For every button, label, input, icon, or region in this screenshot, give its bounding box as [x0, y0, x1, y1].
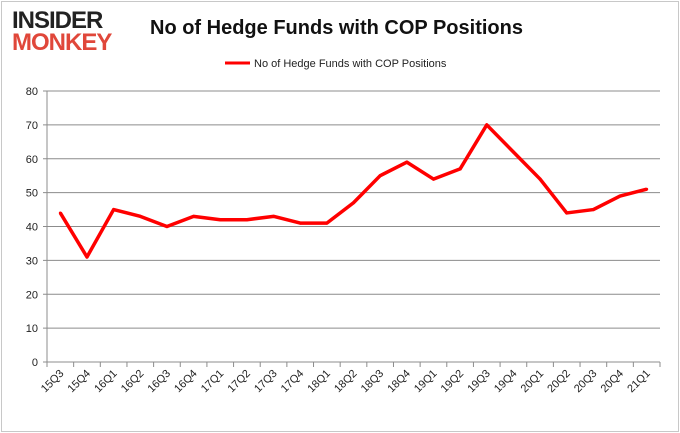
x-tick-label: 20Q2: [545, 368, 573, 396]
data-point: [85, 255, 89, 259]
y-tick-label: 30: [26, 255, 38, 267]
y-tick-label: 60: [26, 154, 38, 166]
data-point: [325, 221, 329, 225]
data-point: [165, 225, 169, 228]
x-tick-label: 17Q4: [279, 368, 307, 396]
x-tick-label: 18Q1: [305, 368, 333, 396]
logo-line-2: MONKEY: [12, 29, 112, 56]
x-tick-label: 20Q3: [572, 368, 600, 396]
data-point: [538, 177, 542, 181]
x-tick-label: 15Q4: [66, 368, 94, 396]
x-tick-label: 16Q4: [172, 368, 200, 396]
y-tick-label: 0: [32, 357, 38, 369]
data-point: [618, 194, 622, 198]
data-point: [405, 160, 409, 164]
series-line: [58, 123, 648, 259]
data-point: [112, 208, 116, 212]
y-tick-label: 40: [26, 222, 38, 234]
x-tick-label: 16Q3: [146, 368, 174, 396]
x-tick-label: 19Q2: [439, 368, 467, 396]
x-tick-label: 18Q3: [359, 368, 387, 396]
data-point: [591, 208, 595, 212]
data-point: [645, 187, 649, 191]
y-tick-label: 80: [26, 86, 38, 98]
data-point: [431, 177, 435, 181]
x-tick-label: 19Q4: [492, 368, 520, 396]
x-tick-label: 17Q3: [252, 368, 280, 396]
data-point: [485, 123, 489, 127]
legend-label: No of Hedge Funds with COP Positions: [254, 58, 447, 70]
chart-title: No of Hedge Funds with COP Positions: [150, 17, 523, 39]
x-tick-label: 18Q2: [332, 368, 360, 396]
x-tick-label: 19Q1: [412, 368, 440, 396]
x-tick-label: 16Q1: [92, 368, 120, 396]
data-point: [378, 174, 382, 178]
data-point: [272, 214, 276, 218]
x-tick-label: 16Q2: [119, 368, 147, 396]
x-tick-label: 18Q4: [385, 368, 413, 396]
x-tick-label: 20Q1: [519, 368, 547, 396]
y-tick-label: 70: [26, 120, 38, 132]
data-point: [245, 218, 249, 222]
insider-monkey-logo: INSIDER MONKEY: [12, 7, 112, 56]
y-tick-label: 10: [26, 323, 38, 335]
logo-line-1: INSIDER: [12, 7, 103, 34]
data-point: [218, 218, 222, 222]
x-tick-label: 17Q2: [225, 368, 253, 396]
data-point: [58, 211, 62, 215]
y-tick-label: 20: [26, 289, 38, 301]
data-point: [511, 150, 515, 154]
data-point: [458, 167, 462, 171]
x-tick-label: 20Q4: [599, 368, 627, 396]
x-tick-label: 19Q3: [465, 368, 493, 396]
data-point: [352, 201, 355, 205]
data-point: [298, 221, 302, 225]
data-point: [565, 211, 569, 215]
y-tick-label: 50: [26, 188, 38, 200]
data-point: [138, 214, 142, 218]
x-tick-label: 15Q3: [39, 368, 67, 396]
data-point: [192, 214, 196, 218]
x-tick-label: 17Q1: [199, 368, 227, 396]
x-tick-label: 21Q1: [625, 368, 653, 396]
